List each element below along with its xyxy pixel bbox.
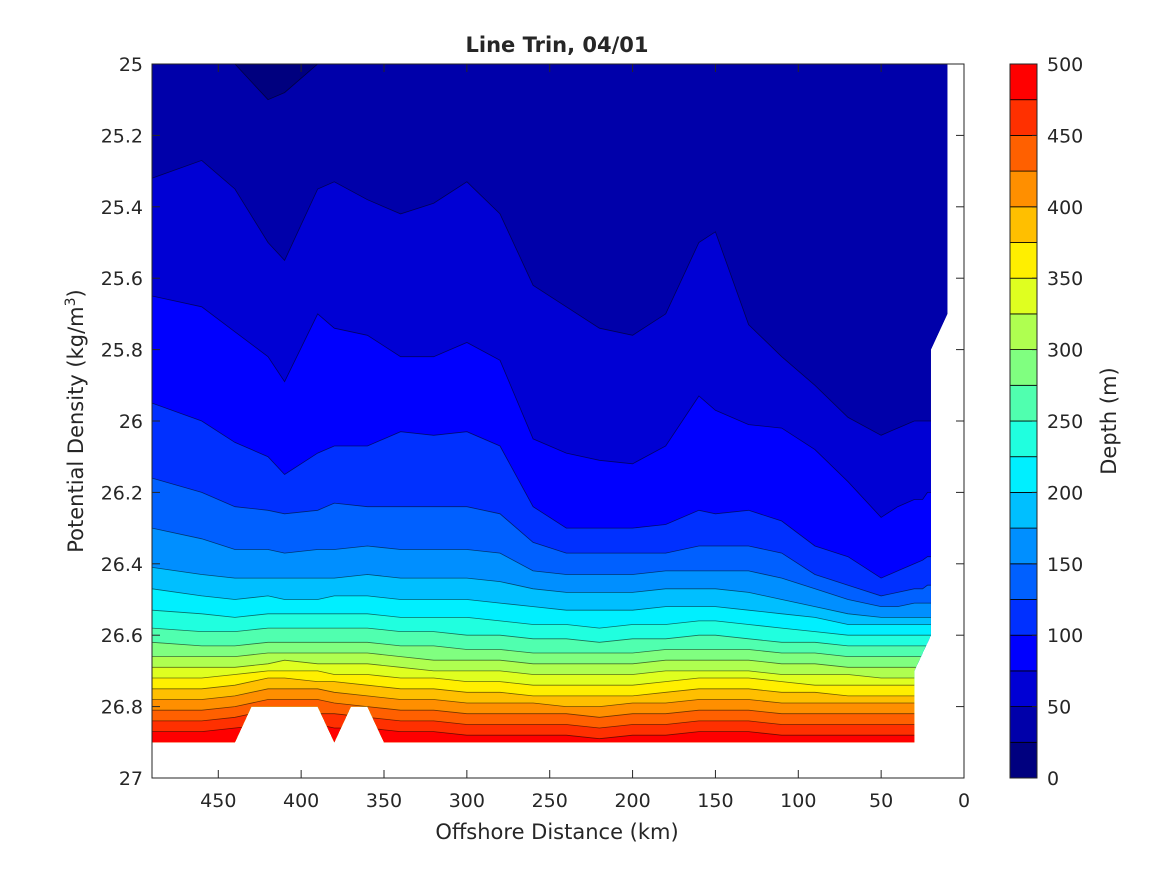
contour-line-125: [152, 477, 948, 597]
y-tick-label: 26.6: [101, 625, 143, 647]
colorbar-block-425: [1009, 134, 1038, 172]
colorbar-block-125: [1009, 563, 1038, 600]
colorbar-block-300: [1009, 313, 1038, 350]
colorbar-block-0: [1009, 741, 1038, 779]
contour-line-225: [152, 609, 948, 636]
colorbar-block-25: [1009, 706, 1038, 743]
colorbar-block-50: [1009, 670, 1038, 708]
x-tick-label: 250: [532, 790, 568, 812]
contour-line-150: [152, 527, 948, 607]
colorbar-block-175: [1009, 491, 1038, 529]
colorbar-tick-label: 350: [1047, 268, 1083, 290]
x-tick-label: 350: [366, 790, 402, 812]
contour-line-300: [152, 652, 948, 668]
contour-line-75: [152, 295, 948, 518]
colorbar: 0 50 100 150 200 250 300 350 400 450 500: [1009, 54, 1083, 790]
y-axis-label-end: ): [64, 289, 88, 297]
y-tick-label: 25: [119, 54, 143, 76]
colorbar-block-450: [1009, 99, 1038, 136]
colorbar-block-400: [1009, 170, 1038, 208]
contour-line-350: [152, 670, 948, 686]
x-axis: 450 400 350 300 250 200 150 100 50 0: [200, 64, 970, 812]
colorbar-block-250: [1009, 384, 1038, 422]
colorbar-block-325: [1009, 277, 1038, 315]
y-tick-label: 25.6: [101, 268, 143, 290]
colorbar-tick-label: 0: [1047, 768, 1059, 790]
colorbar-label: Depth (m): [1097, 367, 1121, 474]
y-tick-label: 26.8: [101, 697, 143, 719]
x-tick-label: 450: [200, 790, 236, 812]
contour-line-175: [152, 567, 948, 618]
x-axis-label: Offshore Distance (km): [435, 820, 678, 844]
y-tick-label: 26.4: [101, 554, 143, 576]
x-tick-label: 300: [449, 790, 485, 812]
contour-line-375: [152, 677, 948, 697]
y-tick-label: 26: [119, 411, 143, 433]
colorbar-tick-label: 500: [1047, 54, 1083, 76]
colorbar-tick-label: 250: [1047, 411, 1083, 433]
y-tick-label: 27: [119, 768, 143, 790]
contour-line-25: [152, 64, 948, 101]
colorbar-block-225: [1009, 420, 1038, 458]
colorbar-block-375: [1009, 206, 1038, 243]
contour-line-100: [152, 402, 948, 579]
colorbar-tick-label: 400: [1047, 197, 1083, 219]
colorbar-block-475: [1009, 63, 1038, 101]
contour-line-200: [152, 588, 948, 625]
x-tick-label: 0: [958, 790, 970, 812]
contour-line-325: [152, 659, 948, 679]
contour-line-425: [152, 699, 948, 718]
colorbar-block-350: [1009, 242, 1038, 279]
contour-line-400: [152, 688, 948, 707]
y-tick-label: 25.2: [101, 125, 143, 147]
colorbar-tick-label: 300: [1047, 340, 1083, 362]
axes: 450 400 350 300 250 200 150 100 50 0 2525.225.425…: [101, 54, 970, 812]
x-tick-label: 100: [780, 790, 816, 812]
y-axis-label: Potential Density (kg/m3): [63, 289, 88, 553]
colorbar-block-275: [1009, 349, 1038, 386]
x-tick-label: 150: [697, 790, 733, 812]
colorbar-block-200: [1009, 456, 1038, 493]
contour-line-50: [152, 159, 948, 436]
colorbar-tick-label: 150: [1047, 554, 1083, 576]
colorbar-block-100: [1009, 599, 1038, 636]
colorbar-block-150: [1009, 527, 1038, 565]
colorbar-block-75: [1009, 634, 1038, 672]
contour-line-250: [152, 627, 948, 647]
colorbar-tick-label: 100: [1047, 625, 1083, 647]
x-tick-label: 50: [869, 790, 893, 812]
y-tick-label: 25.4: [101, 197, 143, 219]
y-tick-label: 26.2: [101, 482, 143, 504]
y-axis: 25 25.2 25.4 25.6 25.8 26 26.2 26.4 26.6 26.8 27: [101, 54, 964, 790]
y-tick-label: 25.8: [101, 340, 143, 362]
chart-title: Line Trin, 04/01: [465, 33, 648, 57]
y-axis-label-text: Potential Density (kg/m: [64, 306, 88, 552]
x-tick-label: 400: [283, 790, 319, 812]
contour-line-275: [152, 641, 948, 657]
colorbar-tick-label: 450: [1047, 125, 1083, 147]
colorbar-tick-label: 50: [1047, 697, 1071, 719]
contour-fills: [152, 64, 948, 743]
x-tick-label: 200: [614, 790, 650, 812]
colorbar-tick-label: 200: [1047, 482, 1083, 504]
y-axis-label-exponent: 3: [63, 297, 79, 306]
